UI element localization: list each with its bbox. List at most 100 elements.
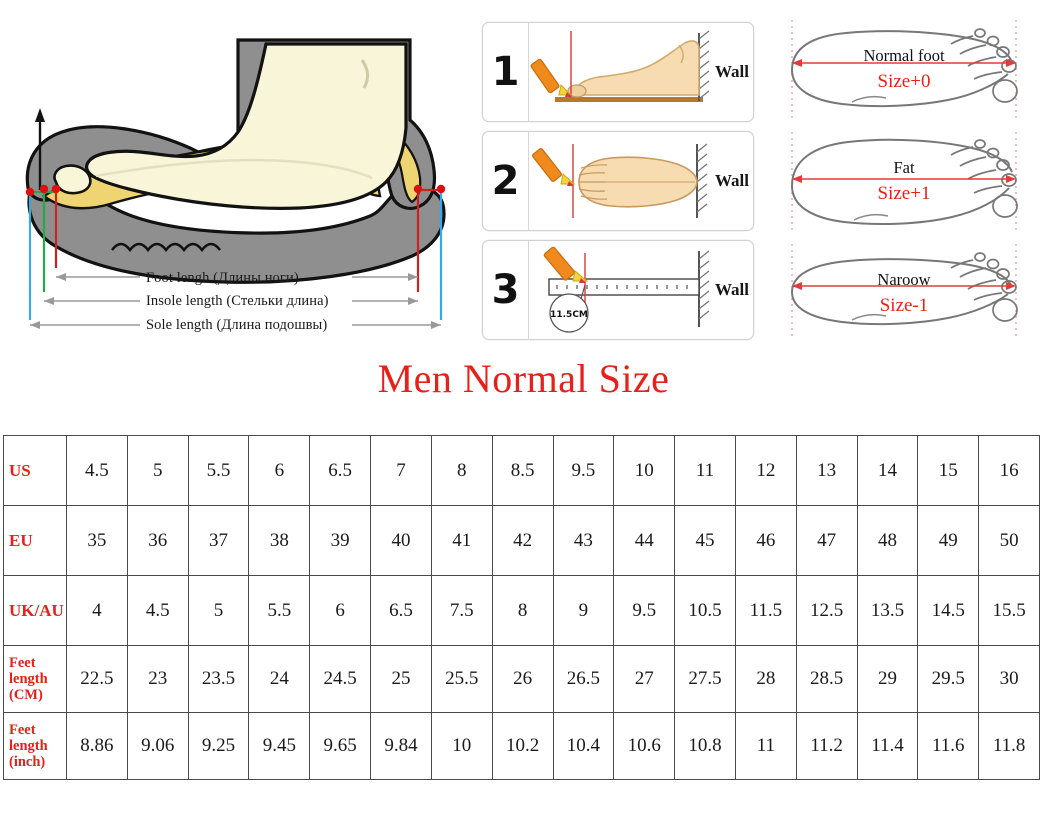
width-arrow-right xyxy=(1006,59,1016,67)
marker-dot xyxy=(413,184,423,194)
width-card-normal: Normal foot Size+0 xyxy=(768,16,1040,124)
arch-curve xyxy=(851,95,887,103)
cell-r4-c10: 27 xyxy=(613,645,676,713)
insole-length-label: Insole length (Стельки длина) xyxy=(146,293,329,309)
foot-outline-top xyxy=(791,258,1012,293)
cell-r1-c3: 5.5 xyxy=(187,435,250,506)
cell-r4-c13: 28.5 xyxy=(795,645,858,713)
size-table-wrapper: US 4.5 5 5.5 6 6.5 7 8 8.5 9.5 10 11 12 13 14 15 16 EU 35 3… xyxy=(3,435,1043,780)
table-row: US 4.5 5 5.5 6 6.5 7 8 8.5 9.5 10 11 12 13 14 15 16 xyxy=(3,435,1040,506)
width-card-narrow: Naroow Size-1 xyxy=(768,240,1040,348)
cell-r5-c12: 11 xyxy=(734,712,797,780)
cell-r5-c3: 9.25 xyxy=(187,712,250,780)
cell-r2-c11: 45 xyxy=(674,505,736,576)
cell-r3-c6: 6.5 xyxy=(370,575,432,646)
foot-outline-narrow-svg xyxy=(791,244,1018,340)
page-title: Men Normal Size xyxy=(377,356,670,401)
cell-r3-c16: 15.5 xyxy=(978,575,1040,646)
width-arrow-left xyxy=(792,282,802,290)
row-header-2: EU xyxy=(3,505,67,576)
cell-r4-c4: 24 xyxy=(248,645,311,713)
foot-outline-bottom xyxy=(791,291,1009,326)
cell-r1-c10: 10 xyxy=(613,435,676,506)
wall-label-1: Wall xyxy=(714,62,749,81)
cell-r3-c3: 5 xyxy=(187,575,250,646)
cell-r1-c16: 16 xyxy=(978,435,1040,506)
cell-r2-c16: 50 xyxy=(978,505,1040,576)
cell-r5-c9: 10.4 xyxy=(552,712,615,780)
cell-r3-c13: 12.5 xyxy=(795,575,858,646)
cell-r3-c12: 11.5 xyxy=(734,575,797,646)
cell-r4-c16: 30 xyxy=(978,645,1040,713)
step-art-3: 11.5CM Wall xyxy=(529,241,755,339)
row-header-3: UK/AU xyxy=(3,575,67,646)
row-header-4: Feet length (CM) xyxy=(3,645,67,713)
cell-r2-c3: 37 xyxy=(187,505,250,576)
cell-r1-c4: 6 xyxy=(248,435,311,506)
sole-tread xyxy=(110,242,222,253)
foot-inner-contour xyxy=(95,158,373,180)
wall-hatching xyxy=(696,143,708,213)
ruler-svg: 11.5CM xyxy=(543,246,710,333)
callout-value: 11.5CM xyxy=(550,310,588,320)
width-card-fat: Fat Size+1 xyxy=(768,128,1040,236)
step-card-3: 3 xyxy=(482,240,754,340)
cell-r3-c11: 10.5 xyxy=(674,575,736,646)
marker-dot xyxy=(436,184,446,194)
cell-r4-c8: 26 xyxy=(491,645,554,713)
cell-r4-c2: 23 xyxy=(126,645,189,713)
step-number-2: 2 xyxy=(483,132,529,230)
cell-r2-c7: 41 xyxy=(430,505,493,576)
width-arrow-left xyxy=(792,59,802,67)
insole-length-arrow-right xyxy=(408,297,418,305)
toes xyxy=(950,252,1018,322)
row-header-1: US xyxy=(3,435,67,506)
cell-r4-c6: 25 xyxy=(370,645,432,713)
cell-r5-c10: 10.6 xyxy=(613,712,676,780)
cell-r1-c6: 7 xyxy=(370,435,432,506)
measuring-steps-panel: 1 xyxy=(482,22,754,344)
cell-r4-c3: 23.5 xyxy=(187,645,250,713)
cell-r3-c15: 14.5 xyxy=(917,575,980,646)
cell-r5-c4: 9.45 xyxy=(248,712,311,780)
cell-r2-c12: 46 xyxy=(734,505,797,576)
step-number-3: 3 xyxy=(483,241,529,339)
wall-label-2: Wall xyxy=(714,171,749,190)
cell-r2-c13: 47 xyxy=(795,505,858,576)
cell-r3-c4: 5.5 xyxy=(248,575,311,646)
cell-r4-c7: 25.5 xyxy=(430,645,493,713)
size-table: US 4.5 5 5.5 6 6.5 7 8 8.5 9.5 10 11 12 13 14 15 16 EU 35 3… xyxy=(3,435,1040,780)
cell-r5-c8: 10.2 xyxy=(491,712,554,780)
marker-dot xyxy=(51,184,61,194)
arch-curve xyxy=(851,313,887,321)
cell-r1-c15: 15 xyxy=(917,435,980,506)
foot-outline-fat-svg xyxy=(791,132,1018,232)
cell-r3-c10: 9.5 xyxy=(613,575,676,646)
step-card-2: 2 xyxy=(482,131,754,231)
cell-r3-c2: 4.5 xyxy=(126,575,189,646)
pencil-icon xyxy=(543,246,589,283)
cell-r5-c11: 10.8 xyxy=(674,712,736,780)
sole-length-arrow-left xyxy=(30,321,40,329)
foot-side-view-svg xyxy=(530,30,710,102)
foot-outline-bottom xyxy=(791,69,1009,108)
cell-r5-c7: 10 xyxy=(430,712,493,780)
cell-r2-c8: 42 xyxy=(491,505,554,576)
cell-r4-c5: 24.5 xyxy=(309,645,372,713)
table-row: Feet length (inch) 8.86 9.06 9.25 9.45 9.65 9.84… xyxy=(3,712,1040,780)
cell-r1-c8: 8.5 xyxy=(491,435,554,506)
table-row: EU 35 36 37 38 39 40 41 42 43 44 45 46 47 48 49 50 xyxy=(3,505,1040,576)
marker-dot xyxy=(39,184,49,194)
cell-r3-c14: 13.5 xyxy=(856,575,919,646)
cell-r2-c6: 40 xyxy=(370,505,432,576)
cell-r2-c14: 48 xyxy=(856,505,919,576)
ankle-crease xyxy=(678,44,684,64)
foot-width-panel: Normal foot Size+0 xyxy=(768,16,1040,346)
foot-length-arrow-left xyxy=(56,273,66,281)
foot-length-arrow-right xyxy=(408,273,418,281)
wall-hatching xyxy=(698,30,710,100)
step-art-2: Wall xyxy=(529,132,755,230)
cell-r4-c1: 22.5 xyxy=(66,645,128,713)
cell-r3-c1: 4 xyxy=(66,575,128,646)
